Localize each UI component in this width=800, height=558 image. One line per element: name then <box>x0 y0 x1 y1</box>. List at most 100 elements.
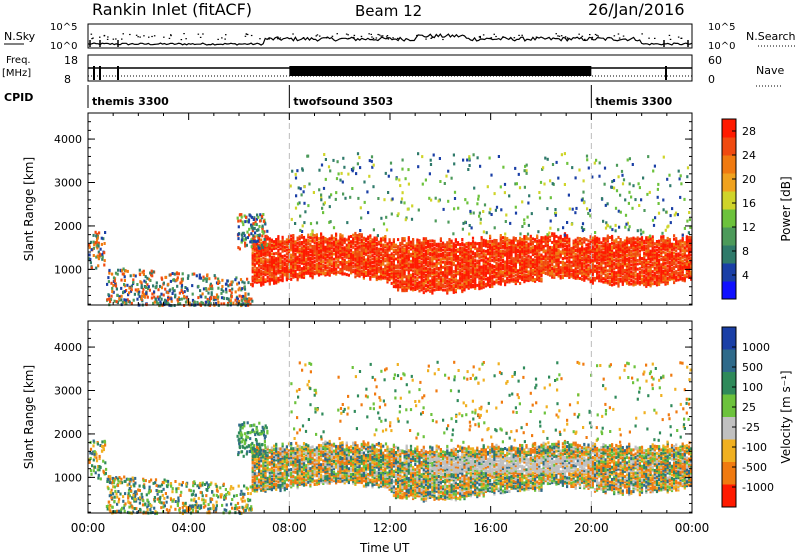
echo-cell <box>459 269 461 272</box>
echo-cell <box>438 262 440 265</box>
echo-cell <box>684 262 686 265</box>
echo-cell <box>346 244 348 247</box>
echo-cell <box>378 276 380 279</box>
nsearch-dot <box>483 34 485 35</box>
echo-cell <box>145 292 147 295</box>
echo-cell <box>667 253 669 256</box>
echo-cell <box>354 275 356 278</box>
echo-cell <box>575 253 577 256</box>
echo-cell <box>290 278 292 281</box>
echo-cell <box>294 270 296 273</box>
echo-cell <box>453 242 455 245</box>
echo-cell <box>309 248 311 251</box>
nsearch-dot <box>181 39 183 40</box>
echo-cell <box>177 276 179 279</box>
echo-cell <box>581 241 583 244</box>
echo-cell <box>455 249 457 252</box>
echo-cell <box>106 283 108 286</box>
echo-cell <box>476 242 478 245</box>
echo-cell <box>442 289 444 292</box>
echo-cell <box>412 273 414 276</box>
echo-cell <box>577 270 579 273</box>
echo-cell <box>624 239 626 242</box>
echo-cell <box>613 252 615 255</box>
echo-cell <box>433 240 435 243</box>
echo-cell <box>615 238 617 241</box>
echo-cell <box>433 262 435 265</box>
echo-cell <box>382 254 384 257</box>
echo-cell <box>528 255 530 258</box>
echo-cell <box>331 234 333 237</box>
nsearch-dot <box>380 35 382 36</box>
echo-cell <box>214 274 216 277</box>
echo-cell <box>410 263 412 266</box>
echo-cell <box>519 237 521 240</box>
echo-cell <box>592 277 594 280</box>
echo-cell <box>386 277 388 280</box>
echo-cell <box>307 246 309 249</box>
echo-cell <box>346 238 348 241</box>
echo-cell <box>158 298 160 301</box>
echo-cell <box>380 248 382 251</box>
echo-cell <box>440 258 442 261</box>
echo-cell <box>684 241 686 244</box>
echo-cell <box>333 237 335 240</box>
echo-cell <box>371 258 373 261</box>
echo-cell <box>262 271 264 274</box>
nsky-tick-bottom: 10^0 <box>50 41 77 52</box>
echo-cell <box>470 275 472 278</box>
nsearch-dot <box>104 35 106 36</box>
echo-cell <box>301 246 303 249</box>
nsearch-dot <box>346 34 348 35</box>
echo-cell <box>613 239 615 242</box>
echo-cell <box>104 259 106 262</box>
echo-cell <box>303 245 305 248</box>
echo-cell <box>395 258 397 261</box>
echo-cell <box>543 255 545 258</box>
echo-cell <box>114 300 116 303</box>
nsearch-dot <box>143 35 145 36</box>
nsearch-dot <box>170 35 172 36</box>
echo-cell <box>305 258 307 261</box>
echo-cell <box>161 278 163 281</box>
echo-cell <box>442 283 444 286</box>
echo-cell <box>108 297 110 300</box>
echo-cell <box>474 242 476 245</box>
echo-cell <box>605 274 607 277</box>
echo-cell <box>431 239 433 242</box>
echo-cell <box>602 267 604 270</box>
echo-cell <box>172 292 174 295</box>
echo-cell <box>476 284 478 287</box>
nsearch-dot <box>596 35 598 36</box>
echo-cell <box>654 242 656 245</box>
echo-cell <box>384 249 386 252</box>
nsearch-dot <box>518 35 520 36</box>
nsearch-dot <box>136 35 138 36</box>
echo-cell <box>602 242 604 245</box>
echo-cell <box>581 257 583 260</box>
echo-cell <box>425 237 427 240</box>
echo-cell <box>515 277 517 280</box>
echo-cell <box>139 280 141 283</box>
echo-cell <box>673 255 675 258</box>
echo-cell <box>609 243 611 246</box>
echo-cell <box>425 274 427 277</box>
echo-cell <box>404 286 406 289</box>
echo-cell <box>596 237 598 240</box>
nsearch-dot <box>139 37 141 38</box>
echo-cell <box>491 264 493 267</box>
echo-cell <box>131 302 133 305</box>
echo-cell <box>495 272 497 275</box>
echo-cell <box>632 271 634 274</box>
echo-cell <box>327 269 329 272</box>
echo-cell <box>459 243 461 246</box>
echo-cell <box>630 250 632 253</box>
echo-cell <box>299 248 301 251</box>
echo-cell <box>562 257 564 260</box>
echo-cell <box>103 264 105 267</box>
echo-cell <box>491 240 493 243</box>
echo-cell <box>615 257 617 260</box>
echo-cell <box>628 238 630 241</box>
echo-cell <box>639 241 641 244</box>
